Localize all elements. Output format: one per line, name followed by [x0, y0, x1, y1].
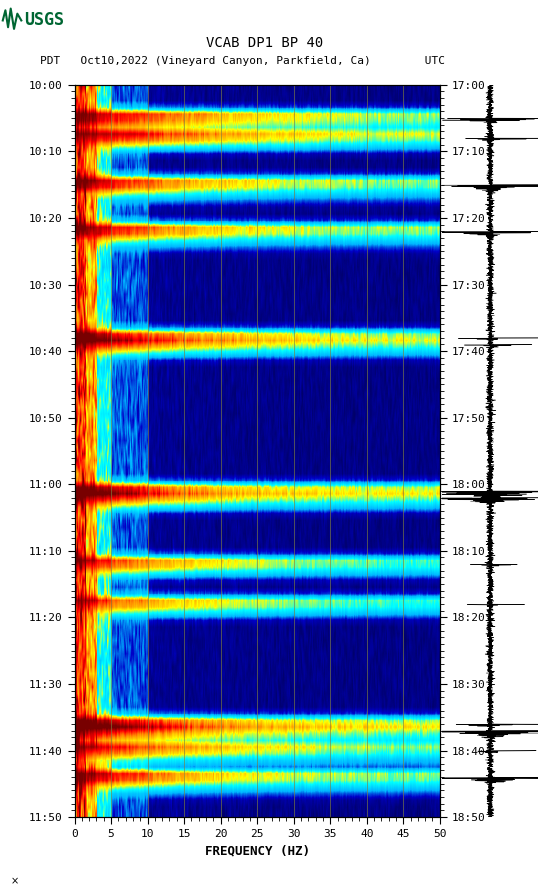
- Text: USGS: USGS: [24, 12, 64, 29]
- Text: ×: ×: [11, 876, 19, 886]
- Text: VCAB DP1 BP 40: VCAB DP1 BP 40: [206, 36, 323, 50]
- Text: PDT   Oct10,2022 (Vineyard Canyon, Parkfield, Ca)        UTC: PDT Oct10,2022 (Vineyard Canyon, Parkfie…: [40, 55, 445, 66]
- X-axis label: FREQUENCY (HZ): FREQUENCY (HZ): [205, 845, 310, 857]
